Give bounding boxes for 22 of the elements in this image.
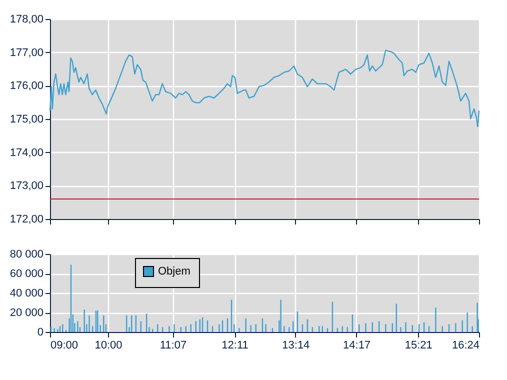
- x-tick-label: 12:11: [222, 340, 248, 352]
- x-tick-label: 14:17: [343, 340, 371, 352]
- x-tick-label: 15:21: [404, 340, 432, 352]
- y-tick-label: 0: [37, 326, 44, 338]
- x-tick-label: 13:14: [282, 340, 310, 352]
- x-tick-label: 09:00: [50, 340, 78, 352]
- y-tick-label: 175,00: [10, 114, 44, 126]
- y-tick-label: 177,00: [10, 46, 44, 59]
- line-series: [49, 50, 480, 128]
- x-tick-label: 10:00: [94, 340, 122, 352]
- y-tick-label: 173,00: [10, 180, 44, 192]
- x-tick-label: 16:24: [452, 340, 480, 352]
- x-tick-label: 11:07: [160, 340, 187, 352]
- y-tick-label: 174,00: [10, 146, 44, 159]
- y-tick-label: 176,00: [10, 80, 44, 92]
- y-tick-label: 60 000: [10, 268, 44, 280]
- y-tick-label: 178,00: [10, 14, 44, 26]
- y-tick-label: 40 000: [10, 288, 44, 300]
- y-tick-label: 80 000: [10, 248, 44, 260]
- y-tick-label: 20 000: [10, 307, 44, 319]
- legend-label: Objem: [158, 266, 190, 278]
- y-tick-label: 172,00: [10, 214, 44, 226]
